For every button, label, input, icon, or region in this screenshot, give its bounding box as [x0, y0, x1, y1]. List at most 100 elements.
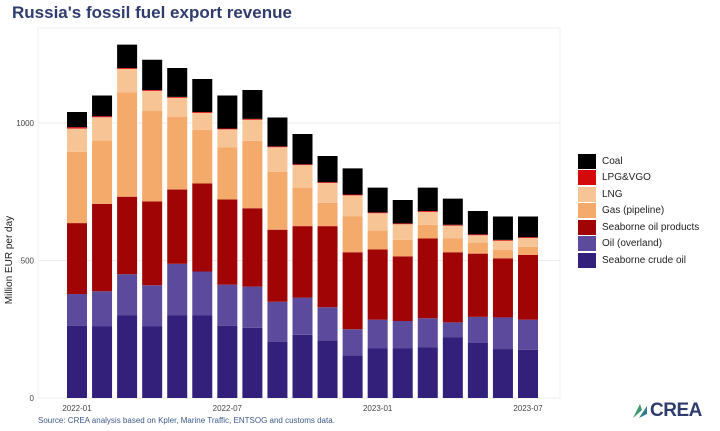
- bar-segment-seaborne-oil-products: [117, 196, 138, 275]
- bar-stack-2023-01: [367, 187, 388, 398]
- bar-segment-lpg-vgo: [267, 146, 288, 148]
- bar-segment-oil-overland-: [267, 301, 288, 342]
- bar-segment-lng: [417, 211, 438, 225]
- bar-segment-coal: [167, 68, 188, 97]
- legend-label: Coal: [602, 155, 623, 167]
- bar-segment-lng: [217, 129, 238, 148]
- bar-stack-2023-04: [442, 198, 463, 398]
- bar-segment-gas-pipeline-: [217, 147, 238, 200]
- bar-segment-seaborne-oil-products: [342, 252, 363, 330]
- bar-segment-seaborne-crude-oil: [267, 341, 288, 398]
- bar-segment-oil-overland-: [467, 316, 488, 343]
- bar-stack-2023-03: [417, 187, 438, 398]
- bar-segment-lng: [267, 147, 288, 172]
- bar-segment-seaborne-oil-products: [417, 238, 438, 319]
- bar-segment-gas-pipeline-: [442, 238, 463, 253]
- bar-segment-lpg-vgo: [217, 128, 238, 130]
- bar-segment-oil-overland-: [217, 284, 238, 326]
- bar-segment-seaborne-crude-oil: [342, 355, 363, 398]
- bar-segment-seaborne-crude-oil: [467, 343, 488, 398]
- y-tick-label: 500: [21, 257, 35, 266]
- bar-stack-2022-05: [167, 68, 188, 398]
- bar-segment-lpg-vgo: [467, 234, 488, 236]
- bar-segment-lpg-vgo: [417, 211, 438, 212]
- source-note: Source: CREA analysis based on Kpler, Ma…: [38, 416, 335, 425]
- y-tick-label: 0: [30, 394, 35, 403]
- bar-segment-gas-pipeline-: [92, 140, 113, 204]
- bar-stack-2022-12: [342, 168, 363, 398]
- bar-segment-seaborne-oil-products: [267, 229, 288, 302]
- legend-label: Seaborne oil products: [602, 221, 700, 233]
- bar-segment-lng: [367, 213, 388, 231]
- bar-segment-seaborne-crude-oil: [117, 315, 138, 398]
- bar-segment-seaborne-crude-oil: [92, 326, 113, 398]
- bar-segment-lpg-vgo: [317, 182, 338, 183]
- bar-stack-2022-03: [117, 44, 138, 398]
- bar-segment-lpg-vgo: [167, 96, 188, 98]
- logo-text: CREA: [650, 400, 702, 421]
- bar-segment-oil-overland-: [192, 271, 213, 316]
- bar-segment-lpg-vgo: [392, 223, 413, 225]
- bar-segment-coal: [417, 187, 438, 211]
- legend-swatch: [578, 186, 596, 202]
- legend-swatch: [578, 236, 596, 252]
- bar-segment-seaborne-oil-products: [492, 258, 513, 318]
- crea-logo: CREA: [630, 400, 702, 422]
- bar-segment-lng: [442, 225, 463, 239]
- bar-segment-seaborne-crude-oil: [142, 326, 163, 398]
- bar-segment-gas-pipeline-: [167, 116, 188, 190]
- bar-segment-coal: [192, 79, 213, 112]
- legend-item: Coal: [578, 153, 699, 170]
- bar-stack-2022-08: [242, 90, 263, 398]
- bar-segment-coal: [342, 168, 363, 195]
- legend-label: Oil (overland): [602, 238, 663, 250]
- bar-segment-gas-pipeline-: [192, 129, 213, 184]
- bar-segment-seaborne-oil-products: [292, 226, 313, 298]
- bar-segment-seaborne-crude-oil: [367, 348, 388, 398]
- bar-stack-2022-09: [267, 117, 288, 398]
- bar-segment-oil-overland-: [167, 263, 188, 316]
- bar-segment-oil-overland-: [492, 317, 513, 350]
- bar-segment-coal: [442, 198, 463, 225]
- crea-leaf-icon: [633, 404, 647, 418]
- bar-segment-seaborne-crude-oil: [492, 349, 513, 398]
- bar-stack-2022-07: [217, 95, 238, 398]
- bar-segment-oil-overland-: [342, 329, 363, 356]
- bar-segment-coal: [242, 90, 263, 119]
- bar-segment-coal: [367, 187, 388, 213]
- bar-segment-seaborne-oil-products: [242, 208, 263, 287]
- bar-segment-gas-pipeline-: [292, 187, 313, 227]
- bar-segment-lng: [292, 165, 313, 188]
- bar-segment-lpg-vgo: [292, 164, 313, 166]
- bar-segment-coal: [267, 117, 288, 147]
- bar-segment-oil-overland-: [67, 294, 87, 326]
- bar-stack-2022-01: [67, 112, 87, 398]
- bar-segment-gas-pipeline-: [142, 110, 163, 202]
- legend-item: Oil (overland): [578, 236, 699, 253]
- bar-segment-seaborne-oil-products: [518, 255, 538, 320]
- bar-segment-gas-pipeline-: [467, 242, 488, 254]
- bar-segment-lng: [167, 97, 188, 117]
- bar-segment-oil-overland-: [317, 307, 338, 341]
- bar-segment-lpg-vgo: [442, 224, 463, 226]
- bar-stack-2023-02: [392, 200, 413, 398]
- bar-segment-seaborne-crude-oil: [242, 327, 263, 398]
- bar-stack-2023-06: [492, 216, 513, 398]
- y-tick-label: 1000: [16, 119, 34, 128]
- x-tick-label: 2022-01: [62, 404, 92, 413]
- bar-segment-coal: [117, 44, 138, 68]
- legend-label: Seaborne crude oil: [602, 254, 686, 266]
- bar-segment-coal: [392, 200, 413, 224]
- y-axis-label: Million EUR per day: [4, 216, 15, 304]
- bar-segment-seaborne-oil-products: [467, 253, 488, 317]
- bar-segment-seaborne-oil-products: [392, 256, 413, 321]
- bar-segment-seaborne-crude-oil: [217, 325, 238, 398]
- bar-segment-coal: [217, 95, 238, 129]
- bar-segment-lpg-vgo: [242, 118, 263, 120]
- bar-stack-2022-04: [142, 59, 163, 398]
- bar-segment-lng: [117, 68, 138, 93]
- bar-segment-lng: [142, 90, 163, 111]
- bar-segment-gas-pipeline-: [392, 239, 413, 257]
- bar-segment-gas-pipeline-: [67, 151, 87, 224]
- x-tick-label: 2023-07: [513, 404, 543, 413]
